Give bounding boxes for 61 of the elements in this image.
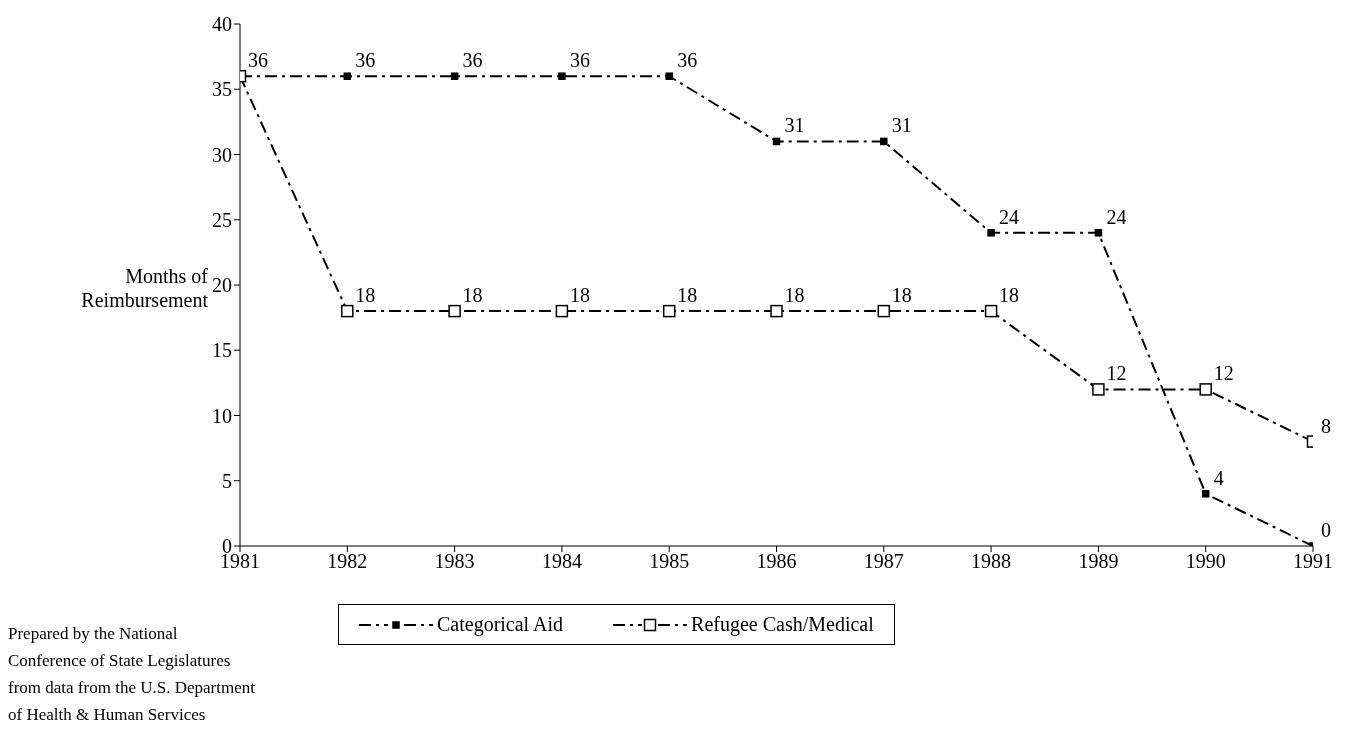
- y-axis-title: Months of Reimbursement: [80, 264, 208, 312]
- x-tick-label: 1986: [756, 550, 797, 573]
- data-label: 36: [569, 49, 590, 72]
- x-tick-label: 1983: [434, 550, 475, 573]
- y-tick-label: 35: [212, 78, 232, 101]
- point: [877, 304, 891, 318]
- x-tick-label: 1989: [1078, 550, 1119, 573]
- point: [987, 229, 995, 237]
- y-tick-label: 25: [212, 208, 232, 231]
- point: [984, 304, 998, 318]
- point: [343, 72, 352, 80]
- point: [448, 304, 461, 318]
- point: [1201, 490, 1210, 498]
- x-tick-label: 1991: [1293, 550, 1333, 573]
- data-label: 36: [248, 49, 268, 72]
- x-tick-label: 1988: [971, 550, 1012, 573]
- data-label: 18: [569, 284, 590, 307]
- y-tick-label: 30: [212, 143, 232, 166]
- data-label: 18: [784, 284, 805, 307]
- x-tick-label: 1990: [1185, 550, 1226, 573]
- data-label: 24: [1106, 205, 1127, 228]
- x-tick-label: 1982: [327, 550, 368, 573]
- data-label: 18: [677, 284, 698, 307]
- point: [1092, 383, 1105, 396]
- y-tick-label: 15: [212, 339, 232, 362]
- x-tick-label: 1985: [649, 550, 690, 573]
- data-label: 31: [891, 114, 912, 137]
- data-label: 31: [784, 114, 805, 137]
- text: Prepared by the National Conference of State Legislatures from data from the U.S. Department of Health & Human Services: [8, 623, 256, 726]
- point: [555, 304, 569, 318]
- x-tick-label: 1987: [863, 550, 904, 573]
- point: [772, 137, 781, 146]
- data-label: 4: [1213, 466, 1224, 489]
- data-label: 36: [462, 49, 483, 72]
- data-label: 18: [999, 284, 1020, 307]
- point: [450, 72, 459, 80]
- legend-label: Refugee Cash/Medical: [691, 613, 874, 636]
- data-label: 12: [1106, 362, 1127, 385]
- point: [1094, 229, 1103, 237]
- y-tick-label: 5: [222, 469, 232, 492]
- point: [1199, 383, 1212, 396]
- point: [665, 72, 673, 80]
- data-label: 18: [462, 284, 483, 307]
- x-tick-label: 1984: [541, 550, 582, 573]
- point: [341, 304, 354, 318]
- y-tick-label: 40: [212, 13, 232, 36]
- point: [662, 304, 676, 318]
- legend-label: Categorical Aid: [437, 613, 564, 636]
- data-label: 18: [355, 284, 376, 307]
- data-label: 36: [355, 49, 376, 72]
- data-label: 24: [999, 205, 1020, 228]
- data-label: 12: [1213, 362, 1234, 385]
- y-tick-label: 20: [212, 274, 232, 297]
- y-tick-label: 10: [212, 404, 232, 427]
- data-label: 36: [677, 49, 698, 72]
- point: [880, 137, 888, 146]
- data-label: 18: [891, 284, 912, 307]
- data-label: 8: [1321, 414, 1331, 437]
- point: [770, 304, 783, 318]
- data-label: 0: [1321, 519, 1331, 541]
- point: [558, 72, 566, 80]
